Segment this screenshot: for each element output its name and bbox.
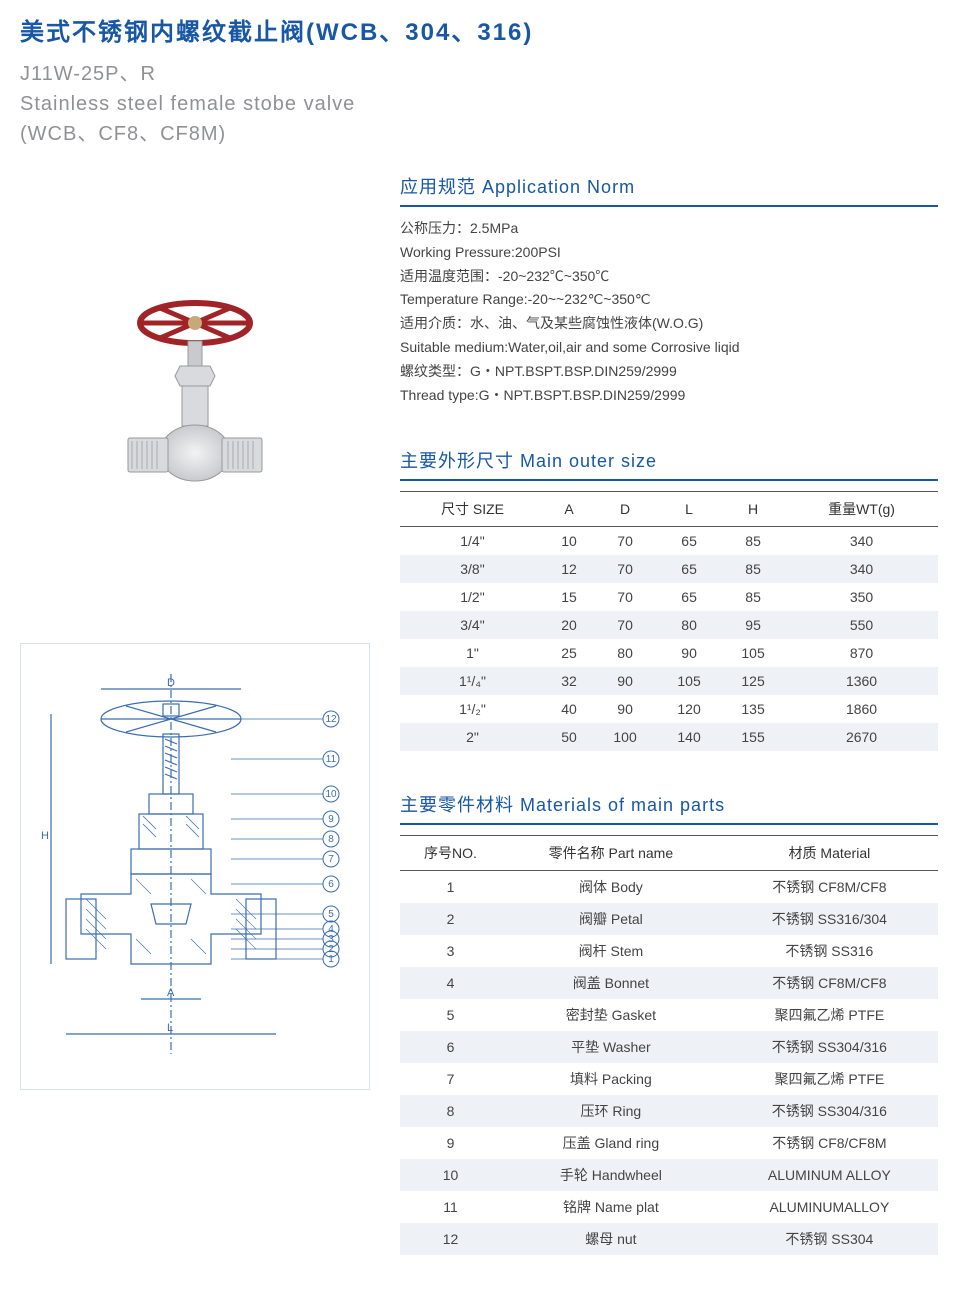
table-header: L (657, 492, 721, 527)
model-code: J11W-25P、R (20, 59, 938, 89)
table-row: 3阀杆 Stem不锈钢 SS316 (400, 935, 938, 967)
table-row: 10手轮 HandwheelALUMINUM ALLOY (400, 1159, 938, 1191)
svg-text:10: 10 (325, 789, 337, 800)
size-table: 尺寸 SIZEADLH重量WT(g) 1/4"107065853403/8"12… (400, 491, 938, 751)
svg-text:7: 7 (328, 854, 334, 865)
table-row: 1/4"10706585340 (400, 527, 938, 556)
table-header: A (545, 492, 593, 527)
table-header: H (721, 492, 785, 527)
materials-heading: 主要零件材料 Materials of main parts (400, 791, 938, 825)
table-row: 4阀盖 Bonnet不锈钢 CF8M/CF8 (400, 967, 938, 999)
svg-text:H: H (41, 830, 49, 842)
table-row: 8压环 Ring不锈钢 SS304/316 (400, 1095, 938, 1127)
table-row: 1/2"15706585350 (400, 583, 938, 611)
table-row: 12螺母 nut不锈钢 SS304 (400, 1223, 938, 1255)
table-header: 零件名称 Part name (501, 836, 721, 871)
table-row: 3/8"12706585340 (400, 555, 938, 583)
svg-text:1: 1 (328, 954, 334, 965)
svg-text:11: 11 (326, 754, 337, 765)
svg-text:A: A (167, 987, 175, 999)
application-specs: 公称压力：2.5MPaWorking Pressure:200PSI适用温度范围… (400, 217, 938, 407)
svg-text:12: 12 (325, 714, 337, 725)
spec-line: Temperature Range:-20~~232℃~350℃ (400, 288, 938, 312)
spec-line: 适用介质：水、油、气及某些腐蚀性液体(W.O.G) (400, 312, 938, 336)
subtitle: J11W-25P、R Stainless steel female stobe … (20, 59, 938, 149)
table-header: 重量WT(g) (785, 492, 938, 527)
svg-text:5: 5 (328, 909, 334, 920)
table-row: 1阀体 Body不锈钢 CF8M/CF8 (400, 871, 938, 904)
table-row: 7填料 Packing聚四氟乙烯 PTFE (400, 1063, 938, 1095)
svg-text:L: L (167, 1022, 173, 1034)
table-row: 1¹/₄"32901051251360 (400, 667, 938, 695)
table-row: 1"258090105870 (400, 639, 938, 667)
table-row: 11铭牌 Name platALUMINUMALLOY (400, 1191, 938, 1223)
svg-text:6: 6 (328, 879, 334, 890)
svg-text:8: 8 (328, 834, 334, 845)
size-heading: 主要外形尺寸 Main outer size (400, 447, 938, 481)
title-en-2: (WCB、CF8、CF8M) (20, 119, 938, 149)
table-header: 序号NO. (400, 836, 501, 871)
materials-table: 序号NO.零件名称 Part name材质 Material 1阀体 Body不… (400, 835, 938, 1255)
table-row: 3/4"20708095550 (400, 611, 938, 639)
application-heading: 应用规范 Application Norm (400, 173, 938, 207)
table-row: 9压盖 Gland ring不锈钢 CF8/CF8M (400, 1127, 938, 1159)
spec-line: Suitable medium:Water,oil,air and some C… (400, 336, 938, 360)
table-header: 尺寸 SIZE (400, 492, 545, 527)
svg-text:9: 9 (328, 814, 334, 825)
technical-diagram: D H A L 123456789101112 (20, 643, 370, 1090)
product-photo (20, 293, 370, 503)
svg-text:D: D (167, 677, 175, 689)
table-row: 2阀瓣 Petal不锈钢 SS316/304 (400, 903, 938, 935)
spec-line: Working Pressure:200PSI (400, 241, 938, 265)
svg-text:2: 2 (328, 944, 334, 955)
spec-line: 适用温度范围：-20~232℃~350℃ (400, 265, 938, 289)
table-row: 1¹/₂"40901201351860 (400, 695, 938, 723)
spec-line: 螺纹类型：G・NPT.BSPT.BSP.DIN259/2999 (400, 360, 938, 384)
table-row: 5密封垫 Gasket聚四氟乙烯 PTFE (400, 999, 938, 1031)
svg-text:4: 4 (328, 924, 334, 935)
table-row: 2"501001401552670 (400, 723, 938, 751)
spec-line: 公称压力：2.5MPa (400, 217, 938, 241)
table-row: 6平垫 Washer不锈钢 SS304/316 (400, 1031, 938, 1063)
table-header: 材质 Material (721, 836, 938, 871)
svg-text:3: 3 (328, 934, 334, 945)
page-title: 美式不锈钢内螺纹截止阀(WCB、304、316) (20, 12, 938, 47)
spec-line: Thread type:G・NPT.BSPT.BSP.DIN259/2999 (400, 384, 938, 408)
table-header: D (593, 492, 657, 527)
title-en-1: Stainless steel female stobe valve (20, 89, 938, 119)
